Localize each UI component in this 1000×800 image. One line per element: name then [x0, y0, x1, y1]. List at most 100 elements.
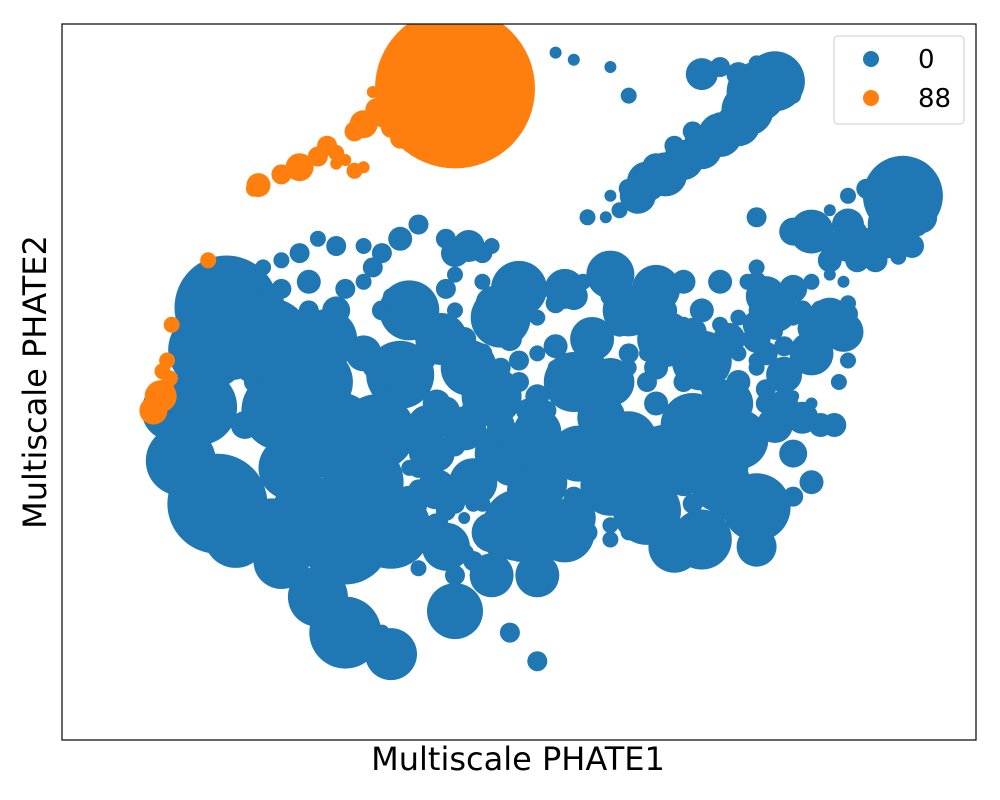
scatter-point-88 [357, 161, 370, 174]
scatter-point-88 [339, 154, 352, 166]
scatter-point-0 [549, 46, 562, 59]
scatter-point-0 [492, 510, 509, 526]
scatter-point-0 [644, 391, 669, 416]
scatter-point-0 [598, 491, 623, 516]
scatter-point-0 [770, 389, 799, 418]
scatter-point-0 [890, 248, 907, 265]
scatter-point-0 [388, 226, 413, 251]
scatter-point-0 [445, 565, 465, 586]
scatter-point-0 [728, 85, 749, 106]
scatter-point-0 [783, 486, 804, 507]
scatter-point-0 [499, 622, 520, 643]
legend-label-0: 0 [918, 45, 935, 75]
scatter-point-0 [764, 500, 785, 521]
scatter-point-0 [675, 316, 692, 333]
scatter-point-0 [472, 343, 493, 364]
scatter-point-0 [303, 332, 332, 361]
scatter-point-0 [748, 259, 765, 276]
scatter-point-0 [573, 393, 593, 414]
scatter-point-0 [653, 298, 678, 323]
scatter-point-0 [565, 431, 582, 448]
scatter-point-0 [675, 345, 692, 362]
scatter-point-0 [563, 529, 584, 550]
scatter-point-0 [281, 421, 318, 458]
scatter-point-0 [774, 336, 795, 357]
scatter-point-0 [373, 624, 390, 641]
scatter-point-0 [635, 470, 659, 495]
scatter-point-0 [664, 135, 685, 156]
scatter-point-0 [600, 286, 621, 307]
scatter-point-88 [405, 112, 422, 129]
scatter-point-0 [620, 87, 637, 104]
scatter-point-0 [486, 411, 515, 439]
scatter-point-0 [260, 291, 285, 316]
scatter-point-0 [447, 359, 463, 376]
scatter-point-0 [401, 545, 418, 562]
scatter-point-0 [700, 379, 721, 400]
scatter-point-0 [710, 500, 731, 521]
scatter-point-0 [543, 334, 568, 359]
scatter-point-0 [529, 445, 546, 462]
scatter-point-0 [435, 228, 456, 249]
scatter-point-0 [525, 534, 550, 559]
scatter-point-0 [230, 411, 259, 439]
scatter-point-0 [180, 372, 200, 392]
scatter-point-0 [497, 327, 522, 351]
scatter-point-0 [547, 431, 564, 448]
scatter-point-0 [570, 317, 615, 361]
scatter-point-0 [547, 538, 564, 555]
scatter-point-0 [278, 312, 303, 337]
scatter-point-0 [547, 359, 564, 376]
scatter-point-0 [461, 398, 486, 423]
scatter-point-0 [748, 359, 765, 376]
scatter-point-0 [243, 282, 264, 303]
x-axis-label: Multiscale PHATE1 [371, 740, 665, 778]
scatter-point-0 [563, 486, 584, 507]
scatter-point-0 [253, 533, 310, 589]
scatter-point-0 [427, 583, 483, 640]
scatter-point-0 [693, 338, 710, 355]
scatter-point-0 [620, 359, 637, 376]
scatter-point-0 [710, 57, 731, 77]
scatter-point-0 [545, 293, 566, 314]
scatter-point-0 [611, 202, 628, 219]
scatter-point-0 [637, 372, 657, 392]
scatter-point-0 [529, 309, 546, 326]
scatter-point-0 [490, 357, 511, 378]
scatter-point-0 [447, 266, 463, 283]
scatter-point-0 [187, 420, 212, 445]
scatter-point-0 [529, 409, 546, 426]
legend: 0 88 [833, 35, 965, 125]
scatter-point-0 [445, 436, 465, 457]
series-88 [139, 24, 535, 425]
scatter-point-0 [501, 395, 518, 412]
scatter-point-0 [515, 553, 560, 598]
scatter-point-0 [604, 61, 617, 73]
scatter-point-0 [602, 438, 619, 455]
scatter-point-0 [481, 286, 502, 307]
scatter-point-0 [364, 488, 381, 505]
scatter-point-0 [748, 55, 765, 72]
scatter-point-0 [838, 304, 858, 324]
scatter-point-0 [785, 309, 802, 326]
scatter-point-0 [803, 273, 820, 290]
scatter-point-0 [408, 214, 429, 235]
scatter-point-0 [362, 257, 383, 278]
scatter-point-0 [657, 438, 674, 455]
scatter-point-0 [657, 345, 674, 362]
scatter-point-0 [296, 269, 321, 294]
scatter-point-0 [648, 520, 701, 573]
scatter-point-0 [620, 438, 637, 455]
scatter-point-0 [298, 300, 319, 321]
scatter-point-88 [435, 85, 456, 106]
scatter-point-0 [766, 323, 783, 340]
scatter-point-0 [483, 238, 500, 254]
scatter-point-88 [139, 396, 168, 425]
scatter-point-0 [823, 268, 836, 281]
scatter-point-0 [779, 274, 808, 303]
scatter-point-0 [736, 526, 777, 567]
scatter-point-0 [511, 545, 527, 562]
scatter-point-0 [355, 273, 372, 290]
scatter-point-0 [755, 393, 776, 414]
scatter-point-0 [840, 352, 856, 369]
